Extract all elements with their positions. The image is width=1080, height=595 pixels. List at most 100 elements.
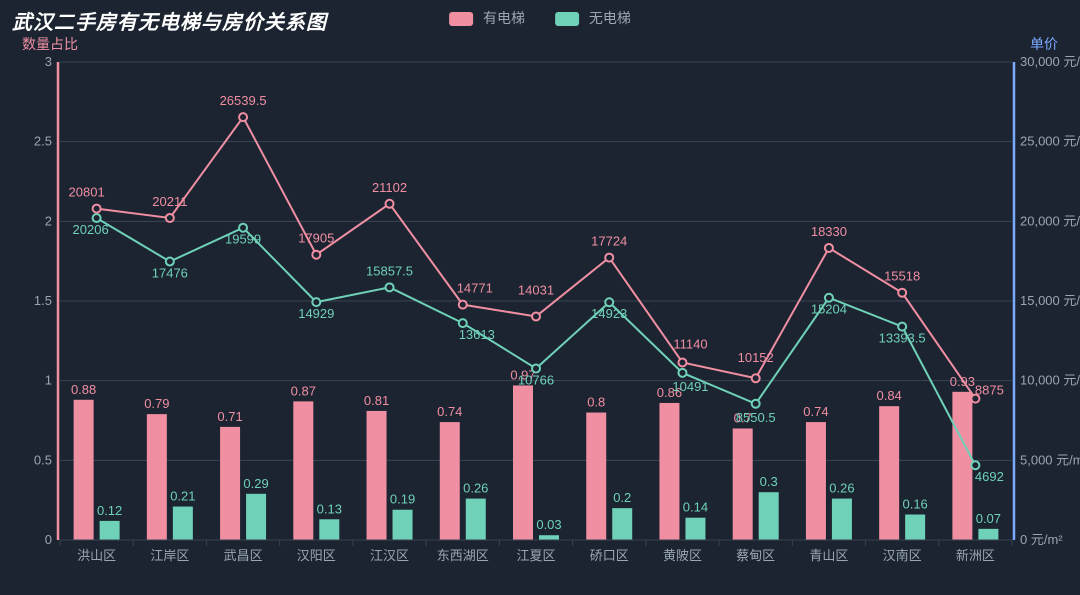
x-category-label: 武昌区 — [224, 548, 263, 563]
bar-without-elevator — [100, 521, 120, 540]
y-right-tick: 5,000 元/m² — [1020, 452, 1080, 467]
bar-with-elevator — [659, 403, 679, 540]
price-without-point — [239, 224, 247, 232]
x-category-label: 汉阳区 — [297, 548, 336, 563]
price-with-point — [678, 359, 686, 367]
price-with-value-label: 20801 — [69, 185, 105, 200]
price-with-value-label: 14771 — [457, 281, 493, 296]
x-category-label: 硚口区 — [590, 548, 629, 563]
x-category-label: 江岸区 — [150, 548, 189, 563]
bar-without-label: 0.29 — [243, 476, 268, 491]
price-with-value-label: 10152 — [738, 350, 774, 365]
bar-with-elevator — [367, 411, 387, 540]
bar-with-elevator — [733, 428, 753, 540]
y-left-tick: 1 — [45, 373, 52, 388]
bar-without-label: 0.26 — [463, 481, 488, 496]
price-with-point — [312, 251, 320, 259]
price-without-value-label: 15857.5 — [366, 263, 413, 278]
bar-with-label: 0.71 — [217, 409, 242, 424]
price-without-point — [605, 298, 613, 306]
price-with-value-label: 17724 — [591, 234, 627, 249]
price-with-value-label: 8875 — [975, 383, 1004, 398]
x-category-label: 蔡甸区 — [736, 548, 775, 563]
price-with-value-label: 18330 — [811, 224, 847, 239]
price-with-value-label: 21102 — [372, 180, 407, 195]
bar-without-label: 0.21 — [170, 489, 195, 504]
bar-with-elevator — [513, 385, 533, 540]
y-left-tick: 2 — [45, 213, 52, 228]
price-with-value-label: 26539.5 — [220, 93, 267, 108]
price-with-point — [752, 374, 760, 382]
price-without-point — [93, 214, 101, 222]
y-right-tick: 0 元/m² — [1020, 532, 1063, 547]
price-without-point — [825, 294, 833, 302]
price-without-point — [678, 369, 686, 377]
price-without-value-label: 8550.5 — [736, 410, 776, 425]
price-with-value-label: 11140 — [673, 337, 707, 352]
bar-without-label: 0.2 — [613, 490, 631, 505]
bar-with-elevator — [879, 406, 899, 540]
price-with-point — [239, 113, 247, 121]
price-with-value-label: 17905 — [298, 231, 334, 246]
price-without-point — [898, 323, 906, 331]
price-without-point — [166, 258, 174, 266]
price-without-value-label: 13393.5 — [879, 331, 926, 346]
price-with-point — [93, 205, 101, 213]
price-with-point — [459, 301, 467, 309]
price-without-value-label: 13613 — [459, 327, 495, 342]
bar-without-label: 0.3 — [760, 474, 778, 489]
price-with-point — [166, 214, 174, 222]
x-category-label: 江汉区 — [370, 548, 409, 563]
bar-with-elevator — [293, 401, 313, 540]
bar-without-elevator — [246, 494, 266, 540]
x-category-label: 汉南区 — [883, 548, 922, 563]
y-left-tick: 1.5 — [34, 293, 52, 308]
bar-with-label: 0.74 — [437, 404, 462, 419]
bar-with-elevator — [586, 413, 606, 540]
price-without-value-label: 14929 — [298, 306, 334, 321]
y-right-tick: 15,000 元/m² — [1020, 293, 1080, 308]
x-category-label: 江夏区 — [516, 548, 555, 563]
bar-without-elevator — [393, 510, 413, 540]
price-without-value-label: 10766 — [518, 372, 554, 387]
y-right-tick: 25,000 元/m² — [1020, 134, 1080, 149]
price-without-value-label: 20206 — [73, 222, 109, 237]
bar-without-label: 0.16 — [902, 497, 927, 512]
bar-with-elevator — [147, 414, 167, 540]
bar-with-elevator — [806, 422, 826, 540]
bar-without-elevator — [905, 515, 925, 540]
x-category-label: 黄陂区 — [663, 548, 702, 563]
x-category-label: 新洲区 — [956, 548, 995, 563]
price-with-point — [386, 200, 394, 208]
bar-without-label: 0.13 — [317, 501, 342, 516]
bar-without-elevator — [685, 518, 705, 540]
bar-without-elevator — [832, 499, 852, 540]
bar-without-elevator — [759, 492, 779, 540]
y-right-tick: 10,000 元/m² — [1020, 373, 1080, 388]
bar-without-elevator — [539, 535, 559, 540]
bar-without-label: 0.14 — [683, 500, 708, 515]
bar-without-elevator — [319, 519, 339, 540]
y-left-tick: 2.5 — [34, 134, 52, 149]
x-category-label: 洪山区 — [77, 548, 116, 563]
bar-with-elevator — [952, 392, 972, 540]
bar-with-elevator — [74, 400, 94, 540]
bar-with-label: 0.84 — [876, 388, 901, 403]
y-right-tick: 20,000 元/m² — [1020, 213, 1080, 228]
price-without-point — [459, 319, 467, 327]
chart-container: 武汉二手房有无电梯与房价关系图 有电梯 无电梯 数量占比 单价 00 元/m²0… — [0, 0, 1080, 595]
y-left-tick: 0.5 — [34, 452, 52, 467]
price-with-value-label: 20211 — [152, 194, 187, 209]
chart-svg: 00 元/m²0.55,000 元/m²110,000 元/m²1.515,00… — [0, 0, 1080, 595]
bar-without-label: 0.12 — [97, 503, 122, 518]
x-category-label: 东西湖区 — [437, 548, 489, 563]
bar-without-label: 0.07 — [976, 511, 1001, 526]
bar-with-label: 0.81 — [364, 393, 389, 408]
price-without-value-label: 19599 — [225, 232, 261, 247]
price-with-line — [97, 117, 976, 398]
price-without-value-label: 15204 — [811, 302, 847, 317]
price-without-point — [532, 364, 540, 372]
bar-without-label: 0.26 — [829, 481, 854, 496]
price-without-point — [752, 400, 760, 408]
bar-without-elevator — [466, 499, 486, 540]
